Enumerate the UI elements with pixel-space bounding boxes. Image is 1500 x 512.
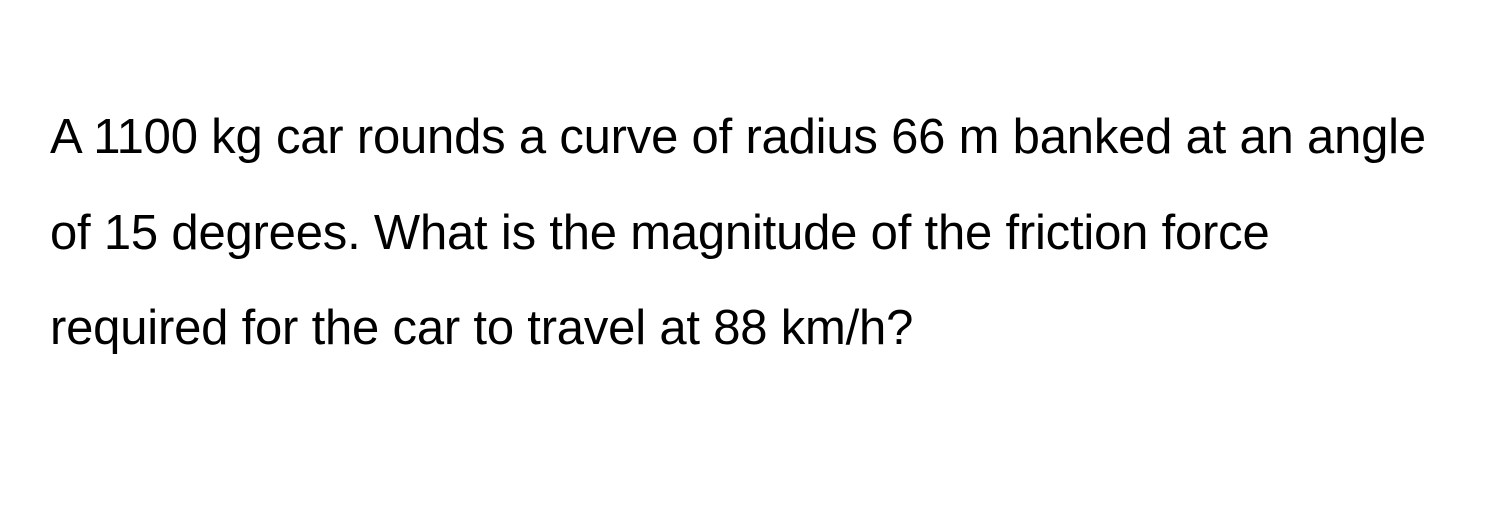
problem-container: A 1100 kg car rounds a curve of radius 6…	[0, 0, 1500, 512]
problem-statement: A 1100 kg car rounds a curve of radius 6…	[50, 90, 1440, 377]
